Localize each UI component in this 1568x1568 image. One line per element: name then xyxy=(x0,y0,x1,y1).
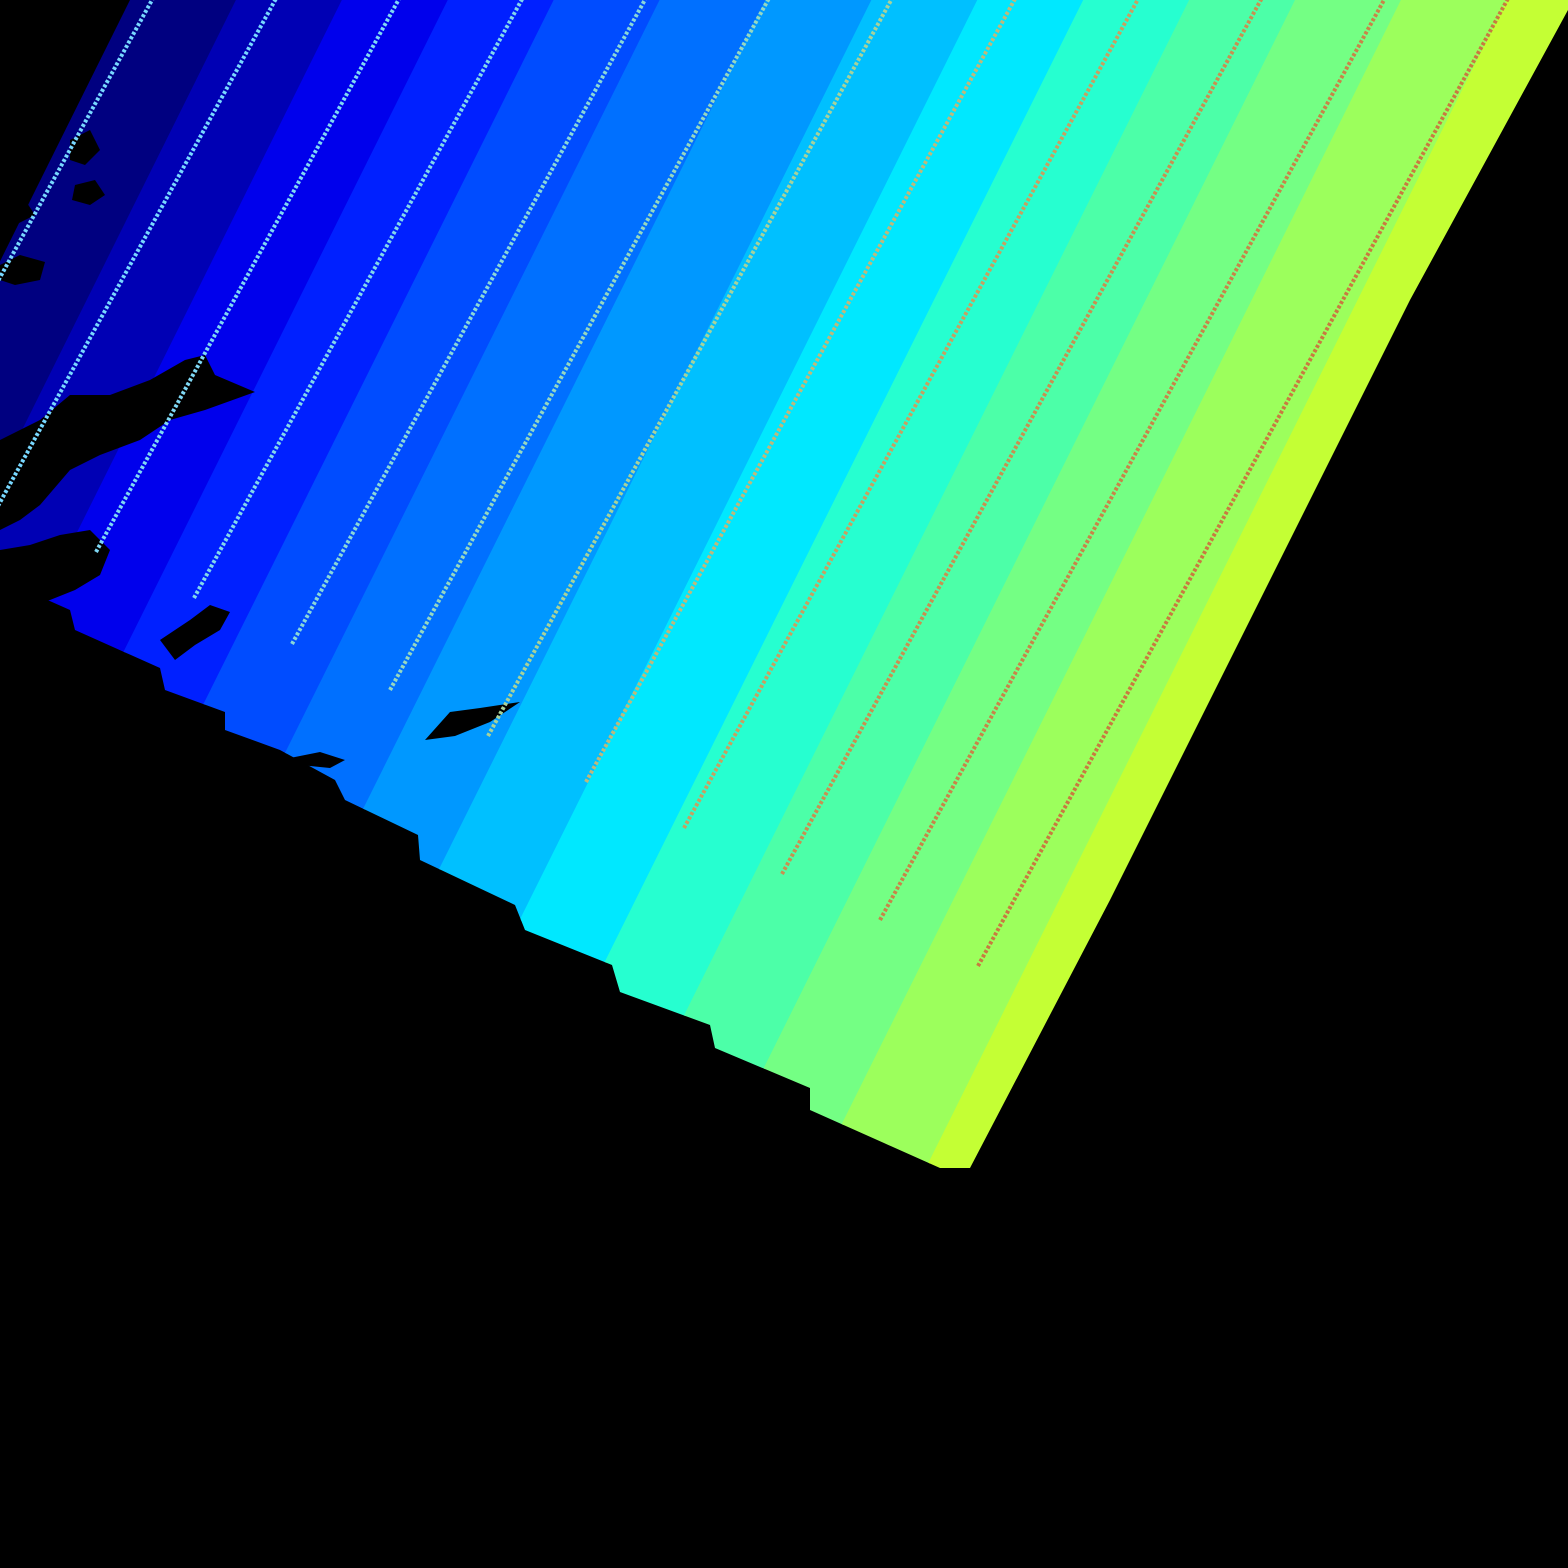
land-mask-island xyxy=(425,702,520,740)
field-band xyxy=(197,0,1086,1168)
field-band xyxy=(620,0,1509,1168)
satellite-track xyxy=(290,0,924,645)
land-mask-island xyxy=(160,605,230,660)
satellite-track xyxy=(388,0,1022,691)
land-mask-island xyxy=(0,255,45,285)
satellite-track xyxy=(780,0,1414,875)
field-band xyxy=(409,0,1297,1168)
field-band xyxy=(91,0,980,1168)
land-mask-island xyxy=(0,355,255,530)
land-mask xyxy=(0,130,520,768)
land-mask-island xyxy=(290,752,345,768)
land-mask-island xyxy=(0,530,110,605)
field-band xyxy=(515,0,1403,1168)
land-mask-island xyxy=(0,195,35,225)
satellite-track xyxy=(878,0,1512,921)
satellite-track xyxy=(584,0,1218,783)
satellite-track xyxy=(976,0,1568,967)
land-mask-island xyxy=(72,180,105,205)
field-band xyxy=(0,0,238,1168)
field-band xyxy=(0,0,874,1168)
satellite-track xyxy=(486,0,1120,737)
field-band xyxy=(303,0,1192,1168)
satellite-track xyxy=(682,0,1316,829)
satellite-track xyxy=(192,0,826,599)
